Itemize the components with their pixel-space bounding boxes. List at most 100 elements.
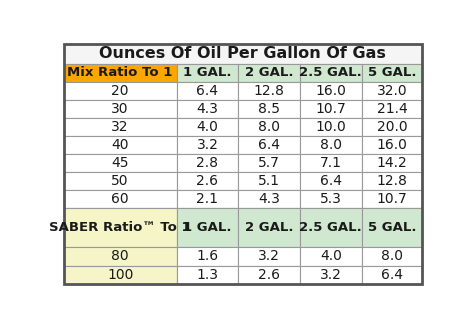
Text: 20: 20 <box>111 84 129 98</box>
Bar <box>64 44 422 63</box>
Text: Ounces Of Oil Per Gallon Of Gas: Ounces Of Oil Per Gallon Of Gas <box>100 46 386 62</box>
Text: 2.5 GAL.: 2.5 GAL. <box>300 66 362 79</box>
Bar <box>238 208 300 247</box>
Bar <box>238 172 300 190</box>
Text: 2 GAL.: 2 GAL. <box>245 222 293 234</box>
Bar <box>362 82 422 100</box>
Bar <box>177 118 238 136</box>
Text: 12.8: 12.8 <box>254 84 284 98</box>
Bar <box>238 247 300 266</box>
Bar <box>64 100 177 118</box>
Bar <box>177 208 238 229</box>
Text: 2.1: 2.1 <box>196 192 219 206</box>
Bar <box>362 247 422 266</box>
Bar <box>238 208 300 229</box>
Bar <box>362 208 422 229</box>
Bar <box>64 247 177 266</box>
Text: 4.3: 4.3 <box>258 192 280 206</box>
Text: 45: 45 <box>111 156 129 170</box>
Text: 4.0: 4.0 <box>197 120 219 134</box>
Bar <box>300 136 362 154</box>
Text: 40: 40 <box>111 138 129 152</box>
Bar <box>64 154 177 172</box>
Text: 1 GAL.: 1 GAL. <box>183 66 232 79</box>
Text: 30: 30 <box>111 102 129 116</box>
Text: 10.7: 10.7 <box>376 192 407 206</box>
Bar <box>238 118 300 136</box>
Bar <box>300 190 362 208</box>
Text: 12.8: 12.8 <box>376 174 407 188</box>
Text: 8.0: 8.0 <box>258 120 280 134</box>
Text: 3.2: 3.2 <box>258 250 280 263</box>
Text: 1 GAL.: 1 GAL. <box>183 222 232 234</box>
Text: 2 GAL.: 2 GAL. <box>245 66 293 79</box>
Text: 16.0: 16.0 <box>315 84 346 98</box>
Text: SABER Ratio™ To 1: SABER Ratio™ To 1 <box>49 222 191 234</box>
Bar <box>300 247 362 266</box>
Text: 50: 50 <box>111 174 129 188</box>
Bar <box>64 208 177 229</box>
Bar <box>300 266 362 284</box>
Bar <box>362 190 422 208</box>
Text: 2.6: 2.6 <box>196 174 219 188</box>
Bar <box>64 266 177 284</box>
Bar <box>177 190 238 208</box>
Text: Mix Ratio To 1: Mix Ratio To 1 <box>67 66 173 79</box>
Text: 8.5: 8.5 <box>258 102 280 116</box>
Bar <box>362 266 422 284</box>
Bar <box>362 208 422 247</box>
Bar <box>64 208 177 247</box>
Bar <box>177 266 238 284</box>
Text: 3.2: 3.2 <box>320 268 342 281</box>
Bar <box>177 136 238 154</box>
Text: 14.2: 14.2 <box>376 156 407 170</box>
Bar <box>238 190 300 208</box>
Text: 1.6: 1.6 <box>196 250 219 263</box>
Bar <box>300 208 362 229</box>
Text: 2.5 GAL.: 2.5 GAL. <box>300 222 362 234</box>
Text: 6.4: 6.4 <box>320 174 342 188</box>
Bar <box>300 100 362 118</box>
Bar <box>64 63 177 82</box>
Bar <box>238 100 300 118</box>
Text: 8.0: 8.0 <box>320 138 342 152</box>
Text: 6.4: 6.4 <box>258 138 280 152</box>
Bar <box>238 136 300 154</box>
Bar <box>64 190 177 208</box>
Text: 4.3: 4.3 <box>197 102 219 116</box>
Text: 100: 100 <box>107 268 133 281</box>
Text: 21.4: 21.4 <box>376 102 407 116</box>
Text: 2.8: 2.8 <box>196 156 219 170</box>
Text: 10.0: 10.0 <box>315 120 346 134</box>
Bar <box>362 172 422 190</box>
Text: 5.1: 5.1 <box>258 174 280 188</box>
Bar <box>362 136 422 154</box>
Text: 20.0: 20.0 <box>376 120 407 134</box>
Bar <box>300 82 362 100</box>
Text: 7.1: 7.1 <box>320 156 342 170</box>
Text: 5.3: 5.3 <box>320 192 342 206</box>
Text: 4.0: 4.0 <box>320 250 342 263</box>
Text: 60: 60 <box>111 192 129 206</box>
Text: 2.6: 2.6 <box>258 268 280 281</box>
Bar <box>238 266 300 284</box>
Bar <box>362 100 422 118</box>
Bar <box>300 172 362 190</box>
Bar <box>177 247 238 266</box>
Text: 80: 80 <box>111 250 129 263</box>
Text: 5 GAL.: 5 GAL. <box>368 66 416 79</box>
Bar <box>300 118 362 136</box>
Text: 6.4: 6.4 <box>196 84 219 98</box>
Bar <box>177 154 238 172</box>
Bar <box>300 208 362 247</box>
Bar <box>64 172 177 190</box>
Bar <box>362 118 422 136</box>
Bar <box>177 63 238 82</box>
Text: 32.0: 32.0 <box>376 84 407 98</box>
Text: 32: 32 <box>111 120 129 134</box>
Text: 16.0: 16.0 <box>376 138 407 152</box>
Text: 5.7: 5.7 <box>258 156 280 170</box>
Text: 5 GAL.: 5 GAL. <box>368 222 416 234</box>
Text: 3.2: 3.2 <box>197 138 219 152</box>
Bar <box>362 63 422 82</box>
